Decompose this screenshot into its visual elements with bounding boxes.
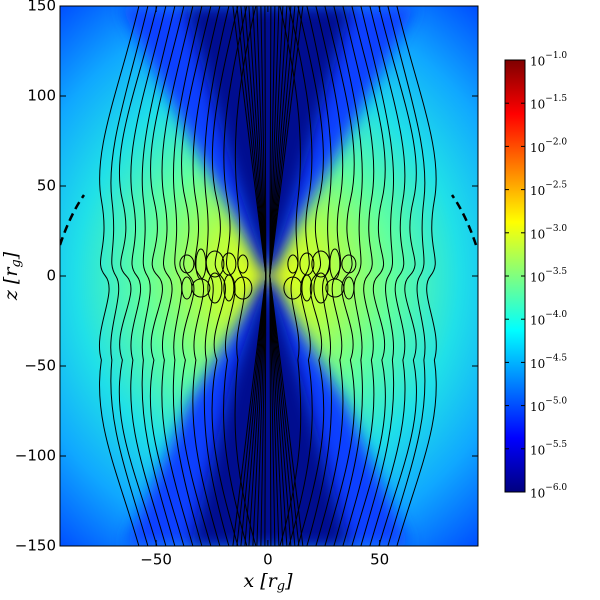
contour-line [369,6,406,546]
contour-line [333,6,363,546]
contour-line [130,6,167,546]
contour-line [180,6,212,546]
colorbar-tick-label: 10−1.0 [530,51,567,69]
y-tick-label: −50 [24,357,56,375]
contour-line [396,6,437,546]
colorbar-tick-label: 10−3.0 [530,223,567,241]
contour-line [269,6,304,546]
contour-line [387,6,426,546]
contour-line [211,6,239,546]
contour-line [141,6,176,546]
contour-line [342,6,375,546]
colorbar-tick-label: 10−1.5 [530,94,567,112]
y-tick-label: 100 [27,87,56,105]
contour-line [287,254,299,274]
contour-line [297,6,325,546]
contour-line [172,6,203,546]
contour-line [234,6,257,546]
contour-line [341,254,357,274]
contour-line [98,6,140,546]
colorbar-tick-label: 10−3.5 [530,266,567,284]
field [60,6,478,546]
x-tick-label: −50 [140,551,172,569]
contour-line [207,272,223,304]
contour-line [343,276,355,300]
contour-line [324,6,356,546]
contour-line [360,6,395,546]
colorbar-tick-label: 10−2.0 [530,137,567,155]
contour-line [118,6,158,546]
y-tick-label: 0 [46,267,56,285]
x-tick-label: 50 [370,551,389,569]
y-axis-label: z [rg] [0,251,24,301]
contour-line [149,6,185,546]
y-tick-label: 50 [37,177,56,195]
contour-line [315,6,344,546]
colorbar-tick-label: 10−2.5 [530,180,567,198]
contour-line [378,6,417,546]
contour-line [237,254,249,274]
contour-line [279,6,302,546]
contour-line [232,6,267,546]
colorbar-tick-label: 10−4.5 [530,353,567,371]
contour-line [110,6,149,546]
contour-line [179,254,195,274]
contour-line [301,274,313,302]
x-tick-label: 0 [263,551,273,569]
colorbar-tick-label: 10−4.0 [530,310,567,328]
contour-line [161,6,194,546]
contour-line [192,6,221,546]
y-tick-label: −100 [15,447,56,465]
y-tick-label: 150 [27,0,56,15]
contour-line [313,272,329,304]
colorbar-tick-label: 10−6.0 [530,483,567,501]
colorbar-tick-label: 10−5.0 [530,396,567,414]
colorbar: 10−6.0 10−5.5 10−5.0 10−4.5 10−4.0 10−3.5 10−3… [504,51,567,501]
x-axis-label: x [rg] [244,570,294,594]
contour-line [223,274,235,302]
y-tick-label: −150 [15,537,56,555]
colorbar-tick-label: 10−5.5 [530,439,567,457]
contour-line [351,6,386,546]
contour-line [181,276,193,300]
